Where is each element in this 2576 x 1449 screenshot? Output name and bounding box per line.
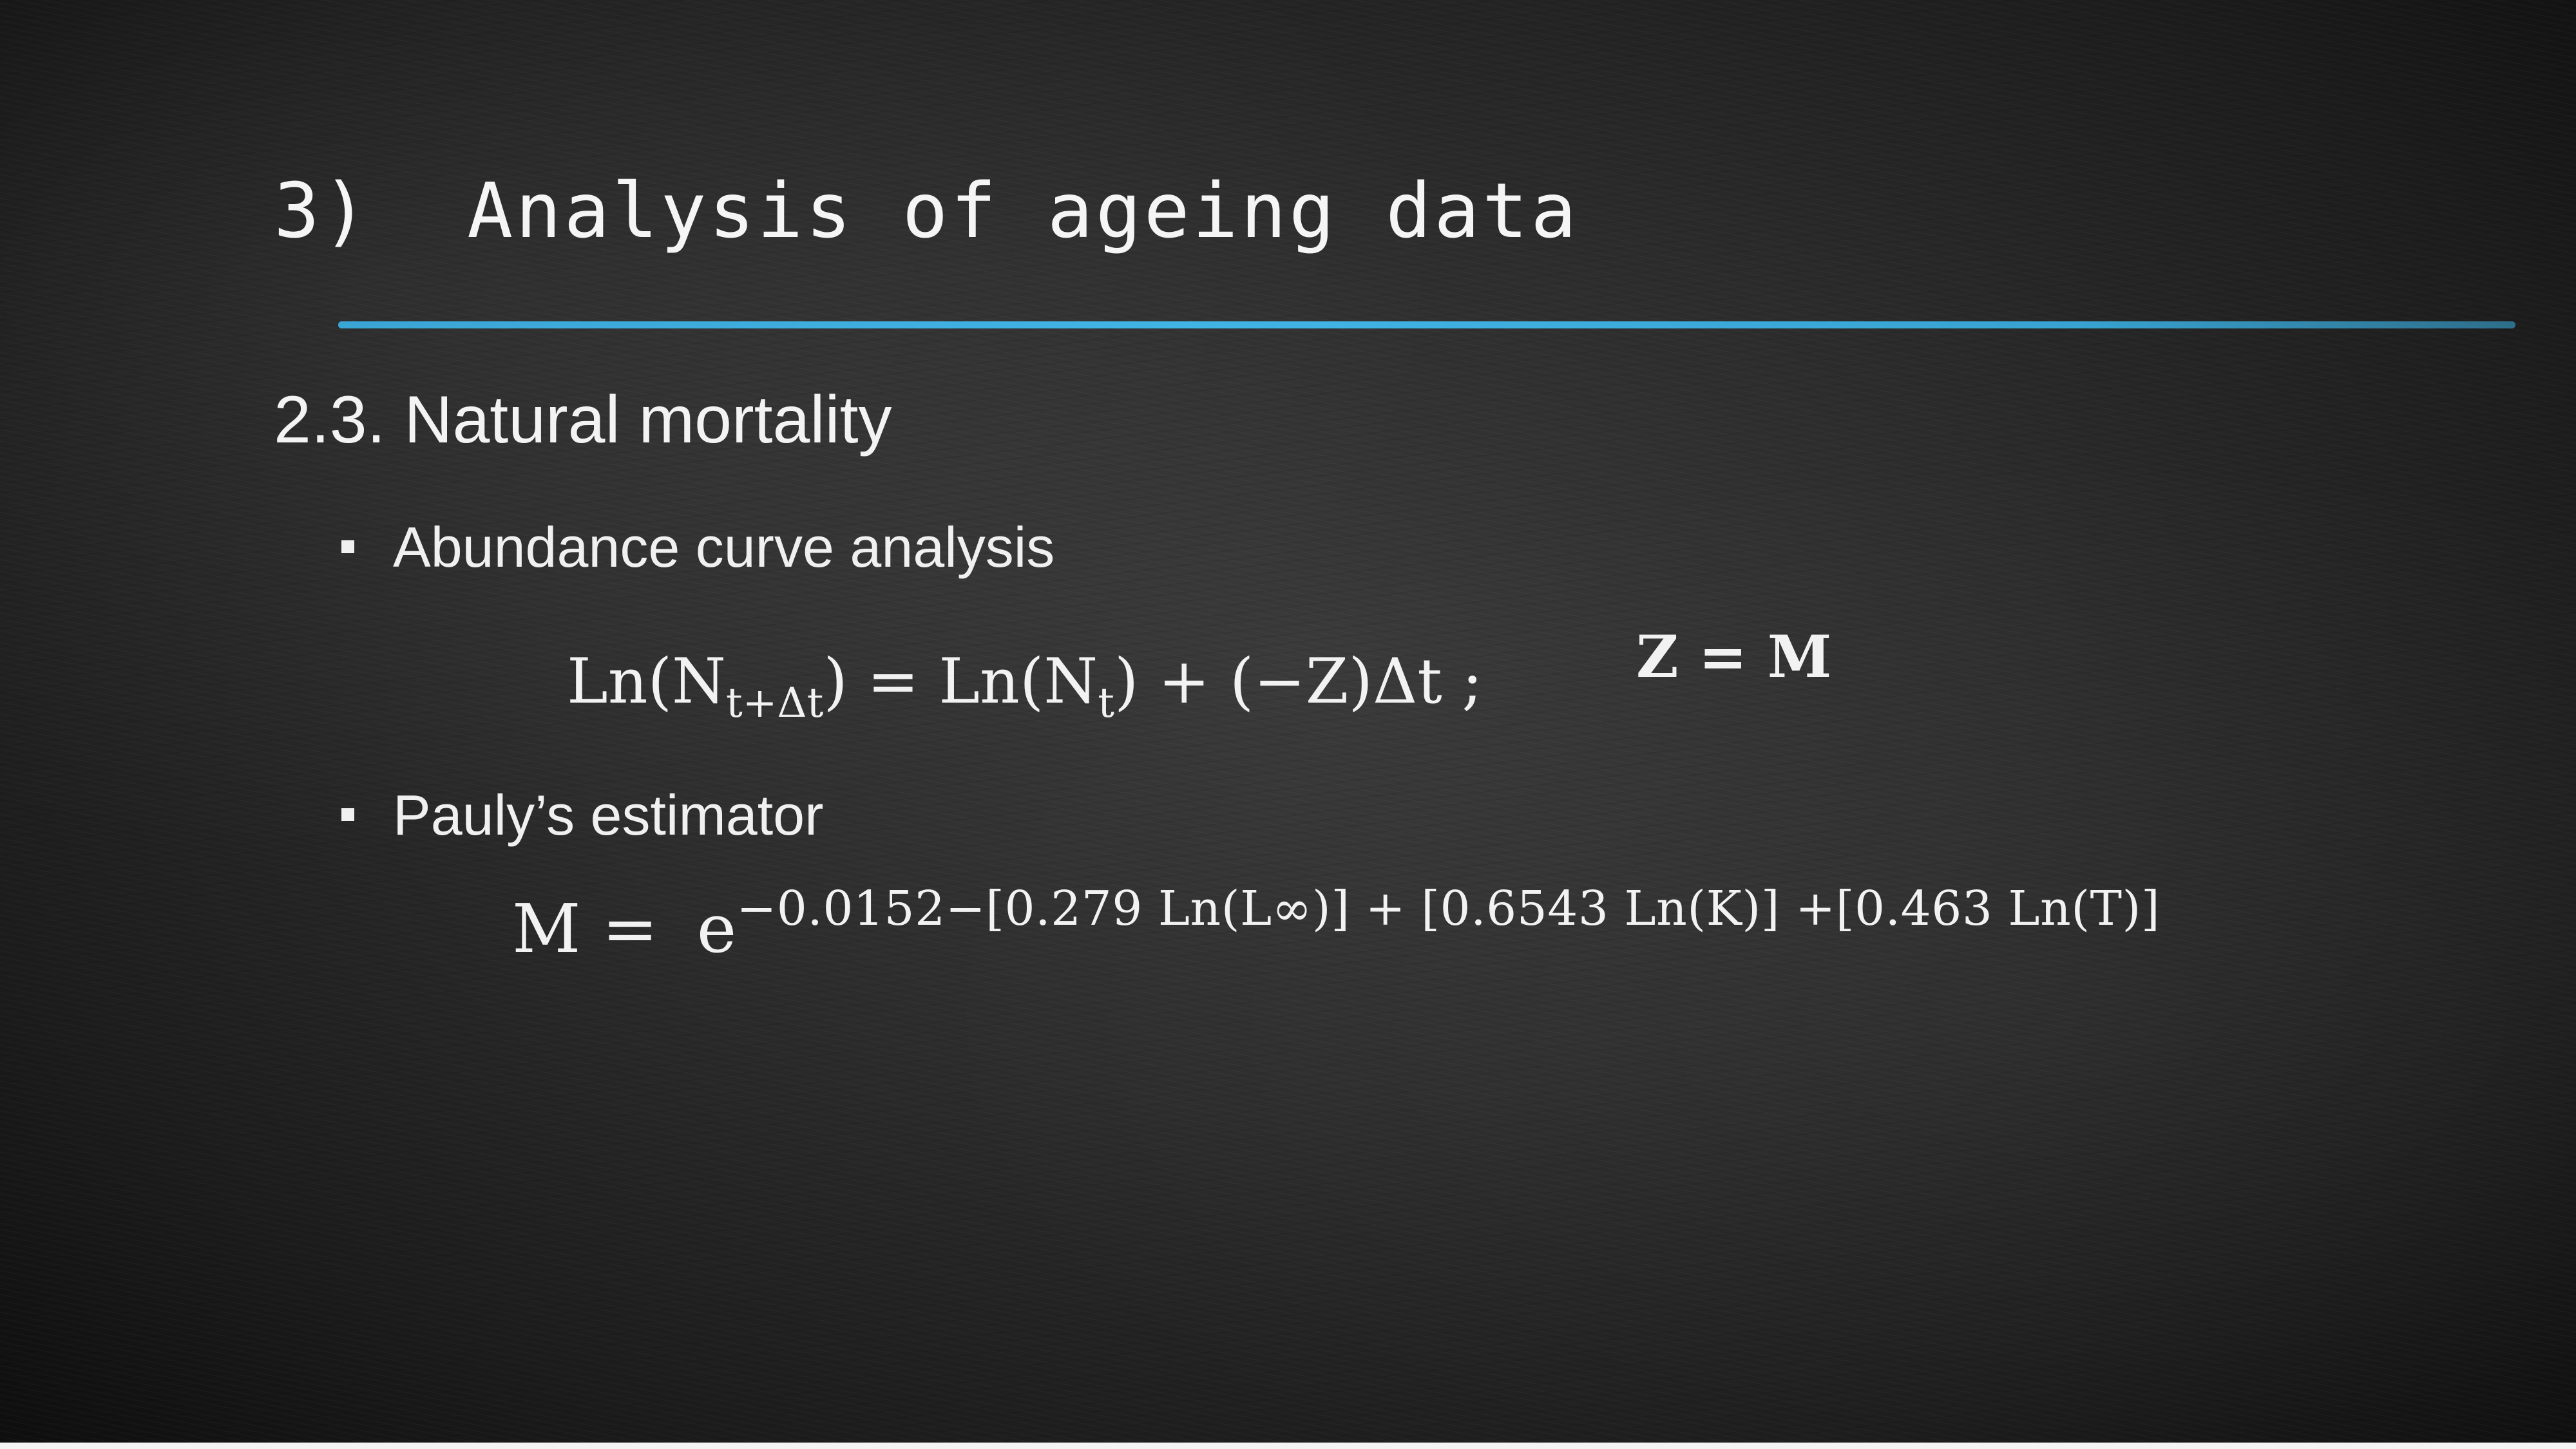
bullet-square-icon xyxy=(341,808,354,821)
eq-lhs: M = xyxy=(512,889,658,968)
title-underline xyxy=(338,321,2515,328)
bullet-label: Abundance curve analysis xyxy=(393,515,1055,579)
eq-part: ) = Ln(N xyxy=(823,645,1098,717)
bullet-label: Pauly’s estimator xyxy=(393,783,824,847)
bullet-abundance-curve: Abundance curve analysis xyxy=(341,516,1054,579)
eq-subscript: t xyxy=(1098,679,1114,727)
eq-part: Ln(N xyxy=(567,645,727,717)
eq-subscript: t+Δt xyxy=(726,679,824,727)
bottom-edge-strip xyxy=(0,1443,2576,1449)
z-equals-m-equation: Z = M xyxy=(1636,623,1832,691)
eq-base: e xyxy=(696,889,737,968)
eq-part: ) + (−Z)Δt ; xyxy=(1114,645,1483,717)
section-heading: 2.3. Natural mortality xyxy=(274,383,892,457)
pauly-equation: M = e−0.0152−[0.279 Ln(L∞)] + [0.6543 Ln(… xyxy=(512,885,2160,962)
bullet-square-icon xyxy=(341,540,354,553)
abundance-equation: Ln(Nt+Δt) = Ln(Nt) + (−Z)Δt ; xyxy=(567,650,1483,724)
bullet-paulys-estimator: Pauly’s estimator xyxy=(341,784,823,847)
slide-title: 3) Analysis of ageing data xyxy=(274,166,1579,255)
eq-exponent: −0.0152−[0.279 Ln(L∞)] + [0.6543 Ln(K)] … xyxy=(736,881,2161,936)
